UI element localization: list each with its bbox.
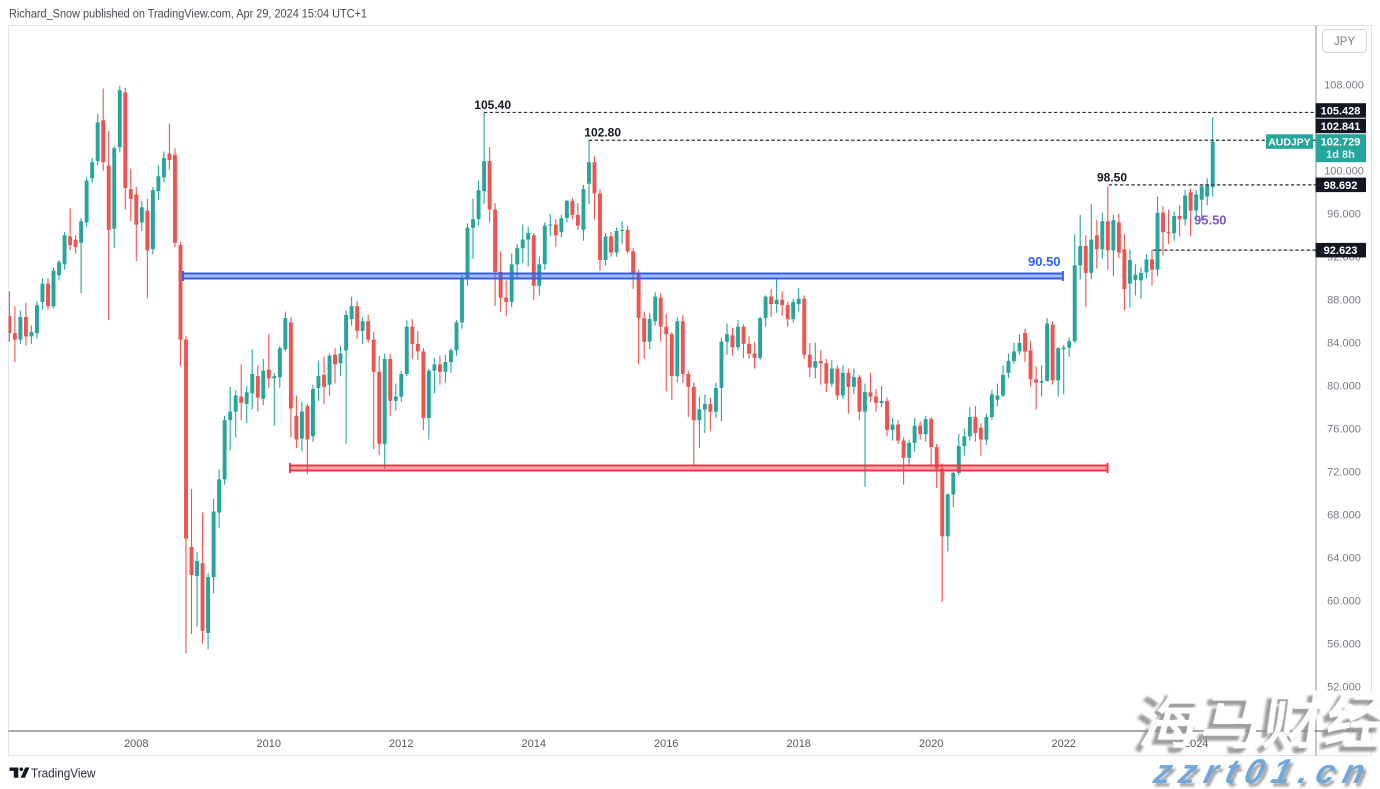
svg-text:2010: 2010 xyxy=(257,738,281,750)
svg-text:TradingView: TradingView xyxy=(31,767,96,781)
svg-text:84.000: 84.000 xyxy=(1327,338,1361,350)
svg-text:海马财经: 海马财经 xyxy=(1136,687,1380,755)
svg-text:AUDJPY: AUDJPY xyxy=(1268,136,1311,148)
svg-text:102.841: 102.841 xyxy=(1321,121,1361,133)
svg-text:72.000: 72.000 xyxy=(1327,467,1361,479)
svg-text:108.000: 108.000 xyxy=(1324,80,1364,92)
svg-text:Richard_Snow published on Trad: Richard_Snow published on TradingView.co… xyxy=(9,7,367,21)
svg-text:2018: 2018 xyxy=(786,738,810,750)
svg-text:64.000: 64.000 xyxy=(1327,553,1361,565)
svg-text:92.623: 92.623 xyxy=(1324,245,1358,257)
svg-text:80.000: 80.000 xyxy=(1327,381,1361,393)
svg-text:1d 8h: 1d 8h xyxy=(1326,149,1355,161)
svg-text:100.000: 100.000 xyxy=(1324,166,1364,178)
svg-text:2024: 2024 xyxy=(1184,738,1208,750)
svg-text:2016: 2016 xyxy=(654,738,678,750)
svg-text:68.000: 68.000 xyxy=(1327,510,1361,522)
svg-text:102.80: 102.80 xyxy=(584,126,621,140)
svg-text:96.000: 96.000 xyxy=(1327,209,1361,221)
svg-text:105.428: 105.428 xyxy=(1321,105,1361,117)
svg-text:98.692: 98.692 xyxy=(1324,180,1358,192)
svg-text:98.50: 98.50 xyxy=(1097,171,1127,185)
svg-text:2022: 2022 xyxy=(1051,738,1075,750)
svg-text:56.000: 56.000 xyxy=(1327,639,1361,651)
svg-text:105.40: 105.40 xyxy=(474,98,511,112)
svg-text:102.729: 102.729 xyxy=(1321,137,1361,149)
svg-text:2020: 2020 xyxy=(919,738,943,750)
svg-text:76.000: 76.000 xyxy=(1327,424,1361,436)
svg-text:JPY: JPY xyxy=(1334,36,1355,48)
svg-text:95.50: 95.50 xyxy=(1194,213,1227,228)
svg-text:2008: 2008 xyxy=(124,738,148,750)
svg-text:zzrt01.cn: zzrt01.cn xyxy=(1149,753,1377,789)
svg-text:90.50: 90.50 xyxy=(1028,254,1061,269)
svg-text:2014: 2014 xyxy=(522,738,546,750)
svg-text:60.000: 60.000 xyxy=(1327,596,1361,608)
svg-text:52.000: 52.000 xyxy=(1327,682,1361,694)
svg-text:88.000: 88.000 xyxy=(1327,295,1361,307)
svg-text:2012: 2012 xyxy=(389,738,413,750)
